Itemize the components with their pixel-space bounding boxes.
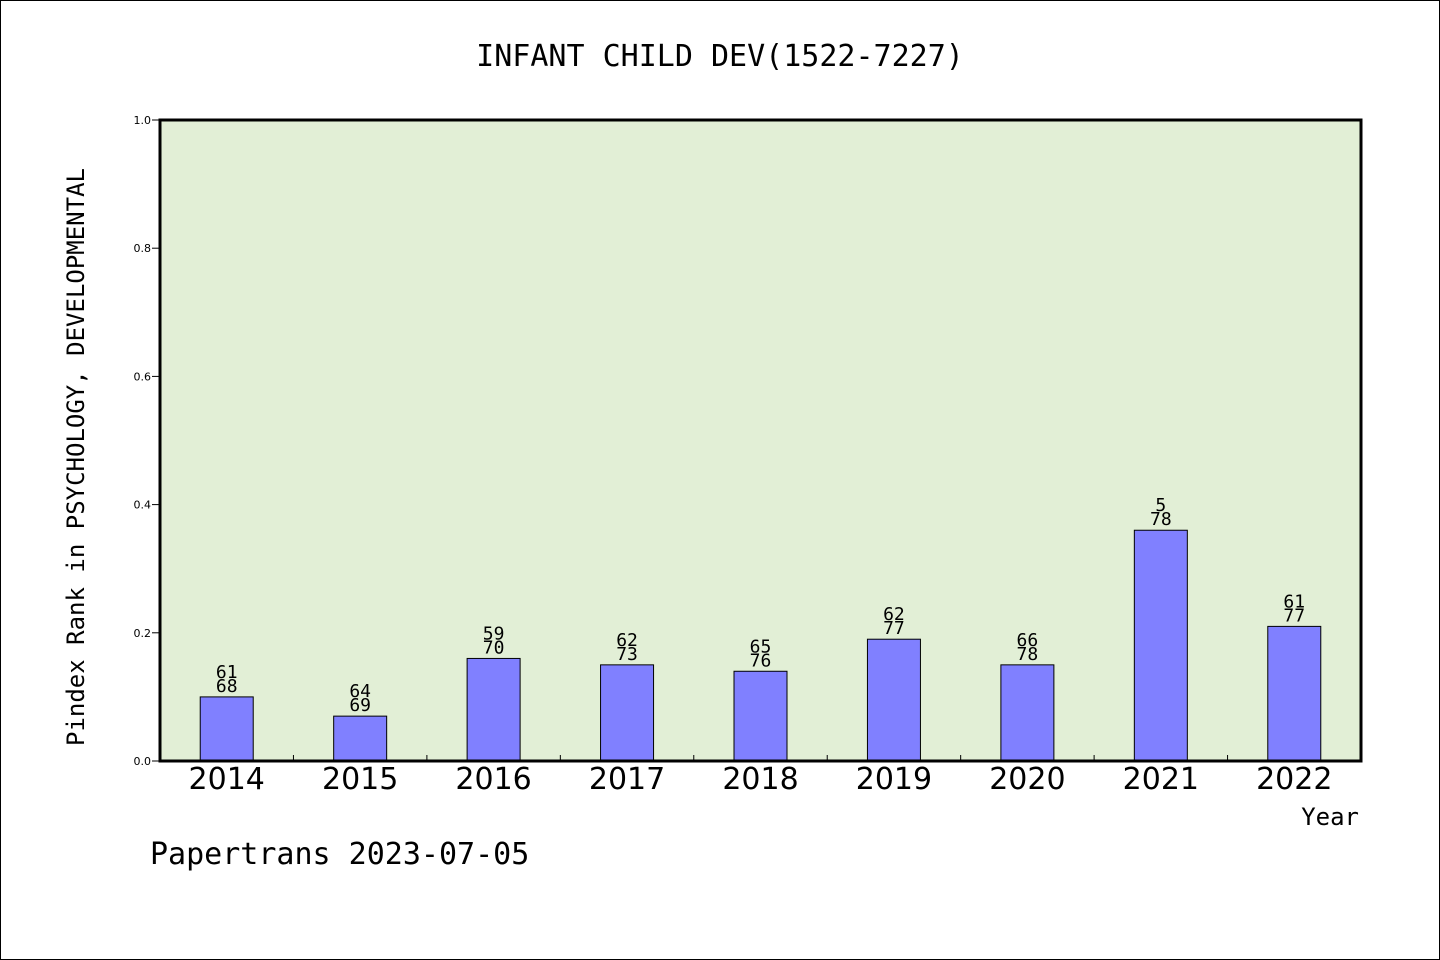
y-tick-label: 0.6 [134, 370, 152, 383]
bar-label-top: 62 [883, 604, 905, 625]
bar-label-top: 5 [1155, 495, 1166, 516]
x-tick-label: 2022 [1256, 762, 1332, 797]
bar-label-bottom: 78 [1017, 644, 1039, 665]
bar [1000, 664, 1055, 762]
y-tick-label: 0.8 [134, 242, 152, 255]
bar [600, 664, 655, 762]
bar [1267, 625, 1322, 762]
x-tick-label: 2018 [722, 762, 798, 797]
bar [1133, 529, 1188, 762]
bar-label-bottom: 68 [216, 676, 238, 697]
bars-group [199, 529, 1322, 762]
x-axis: 2014 2015 2016 2017 2018 2019 2020 2021 2022 [189, 755, 1332, 797]
bar [866, 638, 921, 762]
bar-label-bottom: 78 [1150, 509, 1172, 530]
y-axis: 0.0 0.2 0.4 0.6 0.8 1.0 [134, 114, 160, 768]
x-tick-label: 2019 [856, 762, 932, 797]
y-tick-label: 0.0 [134, 755, 152, 768]
bar-label-top: 61 [1283, 591, 1305, 612]
bar [733, 670, 788, 762]
bar [333, 715, 388, 762]
x-tick-label: 2014 [189, 762, 265, 797]
x-tick-label: 2017 [589, 762, 665, 797]
bar-label-bottom: 77 [883, 618, 905, 639]
bar-label-bottom: 70 [483, 637, 505, 658]
x-tick-label: 2015 [322, 762, 398, 797]
plot-border [158, 118, 1363, 763]
y-tick-label: 0.2 [134, 627, 152, 640]
y-tick-label: 1.0 [134, 114, 152, 127]
bar [466, 657, 521, 762]
bar-label-top: 61 [216, 662, 238, 683]
x-tick-label: 2016 [455, 762, 531, 797]
bar-label-top: 62 [616, 630, 638, 651]
x-tick-label: 2020 [989, 762, 1065, 797]
bar-label-top: 64 [349, 681, 371, 702]
bar-label-bottom: 73 [616, 644, 638, 665]
bar-label-bottom: 69 [349, 695, 371, 716]
chart-title: INFANT CHILD DEV(1522-7227) [476, 39, 964, 74]
bar-label-bottom: 76 [750, 650, 772, 671]
x-tick-label: 2021 [1123, 762, 1199, 797]
bar-label-top: 65 [750, 636, 772, 657]
y-axis-label: Pindex Rank in PSYCHOLOGY, DEVELOPMENTAL [62, 168, 90, 746]
bar-label-top: 59 [483, 623, 505, 644]
bar-label-top: 66 [1017, 630, 1039, 651]
bar-label-bottom: 77 [1283, 605, 1305, 626]
x-axis-label: Year [1301, 803, 1359, 831]
y-tick-label: 0.4 [134, 499, 152, 512]
footer-credit: Papertrans 2023-07-05 [150, 837, 529, 872]
bar [199, 696, 254, 762]
